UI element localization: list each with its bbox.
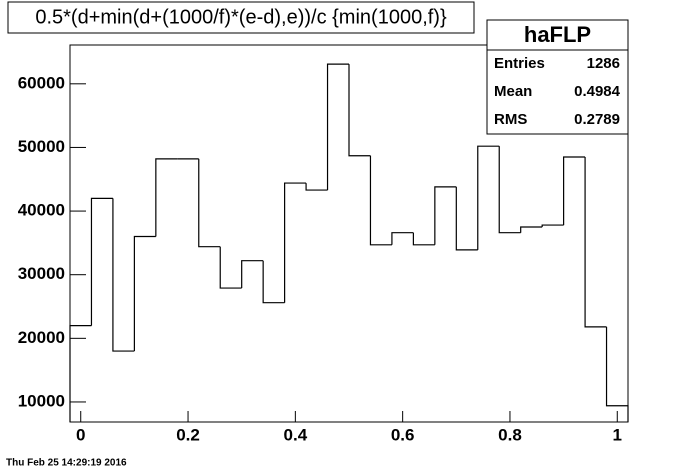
histogram-bin [520, 226, 543, 233]
histogram-bin [284, 182, 307, 303]
histogram-bin [541, 224, 564, 227]
x-tick-label: 0.4 [284, 425, 308, 444]
histogram-bin [477, 145, 500, 250]
stats-value: 1286 [587, 55, 620, 72]
stats-value: 0.2789 [574, 111, 620, 128]
histogram-bin [90, 197, 113, 326]
histogram-bin [69, 325, 92, 422]
x-tick-label: 0.6 [391, 425, 415, 444]
x-tick-label: 0.2 [176, 425, 200, 444]
timestamp: Thu Feb 25 14:29:19 2016 [6, 458, 127, 469]
y-tick-label: 40000 [18, 201, 65, 220]
y-tick-label: 30000 [18, 264, 65, 283]
histogram-bin [112, 198, 135, 352]
stats-label: RMS [494, 111, 527, 128]
histogram-bin [434, 186, 457, 245]
histogram-bin [605, 326, 629, 422]
chart-title: 0.5*(d+min(d+(1000/f)*(e-d),e))/c {min(1… [35, 6, 447, 28]
stats-label: Entries [494, 55, 545, 72]
histogram-bin [563, 156, 586, 226]
histogram-bin [498, 146, 521, 234]
y-tick-label: 20000 [18, 328, 65, 347]
stats-name: haFLP [524, 22, 591, 47]
stats-value: 0.4984 [574, 83, 621, 100]
stats-label: Mean [494, 83, 532, 100]
histogram-bin [391, 232, 414, 245]
histogram-bin [198, 158, 221, 248]
x-tick-label: 0 [76, 425, 85, 444]
histogram-bin [369, 155, 392, 246]
histogram-bin [584, 156, 607, 328]
histogram-bin [455, 186, 478, 251]
x-tick-label: 1 [613, 425, 622, 444]
histogram-bin [412, 232, 435, 246]
histogram-bin [241, 260, 264, 289]
histogram-bin [348, 64, 371, 157]
plot-frame [69, 44, 629, 423]
histogram-bin [326, 63, 349, 191]
stats-box [486, 19, 629, 135]
y-tick-label: 50000 [18, 137, 65, 156]
title-box [7, 1, 475, 34]
histogram-bin [262, 260, 285, 304]
histogram-bin [305, 183, 328, 191]
histogram-bin [155, 158, 178, 237]
y-tick-label: 60000 [18, 73, 65, 92]
histogram-bin [133, 235, 156, 352]
y-tick-label: 10000 [18, 391, 65, 410]
histogram-bin [219, 246, 242, 289]
x-tick-label: 0.8 [498, 425, 522, 444]
